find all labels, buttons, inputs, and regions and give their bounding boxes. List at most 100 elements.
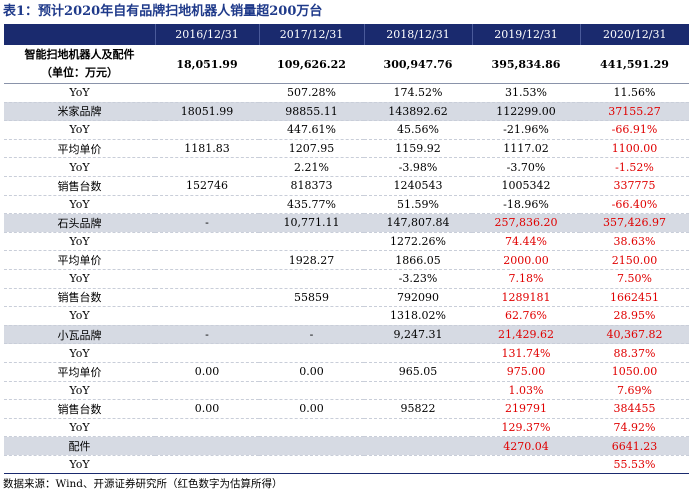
- table-cell: 7.18%: [472, 269, 580, 289]
- table-cell: 1928.27: [259, 250, 364, 270]
- table-cell: [472, 455, 580, 475]
- table-row: YoY 507.28% 174.52% 31.53% 11.56%: [4, 83, 689, 103]
- table-cell: [155, 232, 259, 252]
- table-row: 小瓦品牌 - -9,247.31 21,429.62 40,367.82: [4, 325, 689, 345]
- column-header: [4, 24, 156, 45]
- table-cell: 965.05: [364, 362, 472, 382]
- column-header: 2016/12/31: [155, 24, 260, 45]
- row-label: 配件: [4, 436, 155, 456]
- table-cell: 131.74%: [472, 343, 580, 363]
- row-label: YoY: [4, 157, 155, 177]
- table-row: 平均单价 1928.27 1866.05 2000.00 2150.00: [4, 250, 689, 270]
- table-cell: 1159.92: [364, 139, 472, 159]
- table-cell: 18051.99: [155, 102, 259, 122]
- table-cell: 1318.02%: [364, 306, 472, 326]
- row-label: YoY: [4, 343, 155, 363]
- table-cell: [259, 381, 364, 401]
- table-cell: -1.52%: [580, 157, 689, 177]
- table-cell: 31.53%: [472, 83, 580, 103]
- table-cell: 18,051.99: [155, 45, 259, 84]
- table-cell: 1.03%: [472, 381, 580, 401]
- row-label: YoY: [4, 232, 155, 252]
- table-cell: -: [155, 325, 259, 345]
- table-cell: 28.95%: [580, 306, 689, 326]
- table-cell: -: [259, 325, 364, 345]
- source-note: 数据来源：Wind、开源证券研究所（红色数字为估算所得）: [3, 478, 283, 490]
- table-cell: 74.44%: [472, 232, 580, 252]
- table-cell: 2150.00: [580, 250, 689, 270]
- table-cell: [155, 418, 259, 438]
- row-label: 石头品牌: [4, 213, 155, 233]
- table-cell: 1240543: [364, 176, 472, 196]
- column-header: 2018/12/31: [364, 24, 473, 45]
- table-cell: [155, 195, 259, 215]
- table-cell: 219791: [472, 399, 580, 419]
- row-label: YoY: [4, 83, 155, 103]
- table-cell: [364, 436, 472, 456]
- table-row: 石头品牌 -10,771.11 147,807.84 257,836.20 357,42…: [4, 213, 689, 233]
- table-cell: 337775: [580, 176, 689, 196]
- table-cell: 4270.04: [472, 436, 580, 456]
- table-cell: -18.96%: [472, 195, 580, 215]
- table-cell: 1866.05: [364, 250, 472, 270]
- table-row: YoY 129.37% 74.92%: [4, 418, 689, 438]
- table-cell: 1207.95: [259, 139, 364, 159]
- table-cell: 257,836.20: [472, 213, 580, 233]
- table-cell: -66.40%: [580, 195, 689, 215]
- table-row: 销售台数 55859 792090 1289181 1662451: [4, 288, 689, 308]
- table-cell: 507.28%: [259, 83, 364, 103]
- table-cell: [155, 120, 259, 140]
- column-header: 2019/12/31: [472, 24, 581, 45]
- table-cell: [259, 418, 364, 438]
- column-header-row: 2016/12/31 2017/12/31 2018/12/31 2019/12…: [4, 24, 689, 45]
- table-row: YoY 131.74% 88.37%: [4, 343, 689, 363]
- table-cell: 51.59%: [364, 195, 472, 215]
- table-row: YoY 435.77% 51.59% -18.96% -66.40%: [4, 195, 689, 215]
- table-row: YoY 1318.02% 62.76% 28.95%: [4, 306, 689, 326]
- table-cell: -3.70%: [472, 157, 580, 177]
- table-cell: 74.92%: [580, 418, 689, 438]
- table-cell: 10,771.11: [259, 213, 364, 233]
- table-cell: [259, 455, 364, 475]
- table-cell: [364, 455, 472, 475]
- table-cell: [155, 288, 259, 308]
- row-label-line2: （单位：万元）: [41, 66, 118, 79]
- table-cell: 55859: [259, 288, 364, 308]
- table-cell: 62.76%: [472, 306, 580, 326]
- table-cell: 21,429.62: [472, 325, 580, 345]
- row-label: YoY: [4, 455, 155, 475]
- table-cell: -66.91%: [580, 120, 689, 140]
- row-label: 米家品牌: [4, 102, 155, 122]
- table-row: YoY 1272.26% 74.44% 38.63%: [4, 232, 689, 252]
- table-row-total: 智能扫地机器人及配件 （单位：万元） 18,051.99 109,626.22 …: [4, 45, 689, 84]
- row-label-line1: 智能扫地机器人及配件: [24, 48, 135, 61]
- table-cell: 1100.00: [580, 139, 689, 159]
- table-cell: 395,834.86: [472, 45, 580, 84]
- table-cell: 95822: [364, 399, 472, 419]
- table-row: 平均单价 0.00 0.00 965.05 975.00 1050.00: [4, 362, 689, 382]
- table-row: YoY 2.21% -3.98% -3.70% -1.52%: [4, 157, 689, 177]
- table-cell: [364, 381, 472, 401]
- table-cell: [155, 83, 259, 103]
- row-label: 销售台数: [4, 399, 155, 419]
- table-cell: 129.37%: [472, 418, 580, 438]
- table-cell: 447.61%: [259, 120, 364, 140]
- table-cell: 45.56%: [364, 120, 472, 140]
- row-label: 销售台数: [4, 288, 155, 308]
- table-cell: 1662451: [580, 288, 689, 308]
- row-label: YoY: [4, 418, 155, 438]
- table-cell: 152746: [155, 176, 259, 196]
- table-row: YoY 447.61% 45.56% -21.96% -66.91%: [4, 120, 689, 140]
- table-cell: [259, 232, 364, 252]
- table-cell: 1272.26%: [364, 232, 472, 252]
- row-label: YoY: [4, 120, 155, 140]
- table-cell: 441,591.29: [580, 45, 689, 84]
- row-label: YoY: [4, 195, 155, 215]
- table-row: 配件 4270.04 6641.23: [4, 436, 689, 456]
- table-cell: -3.23%: [364, 269, 472, 289]
- row-label: YoY: [4, 269, 155, 289]
- table-cell: 818373: [259, 176, 364, 196]
- table-cell: 112299.00: [472, 102, 580, 122]
- table-cell: -: [155, 213, 259, 233]
- table-cell: 975.00: [472, 362, 580, 382]
